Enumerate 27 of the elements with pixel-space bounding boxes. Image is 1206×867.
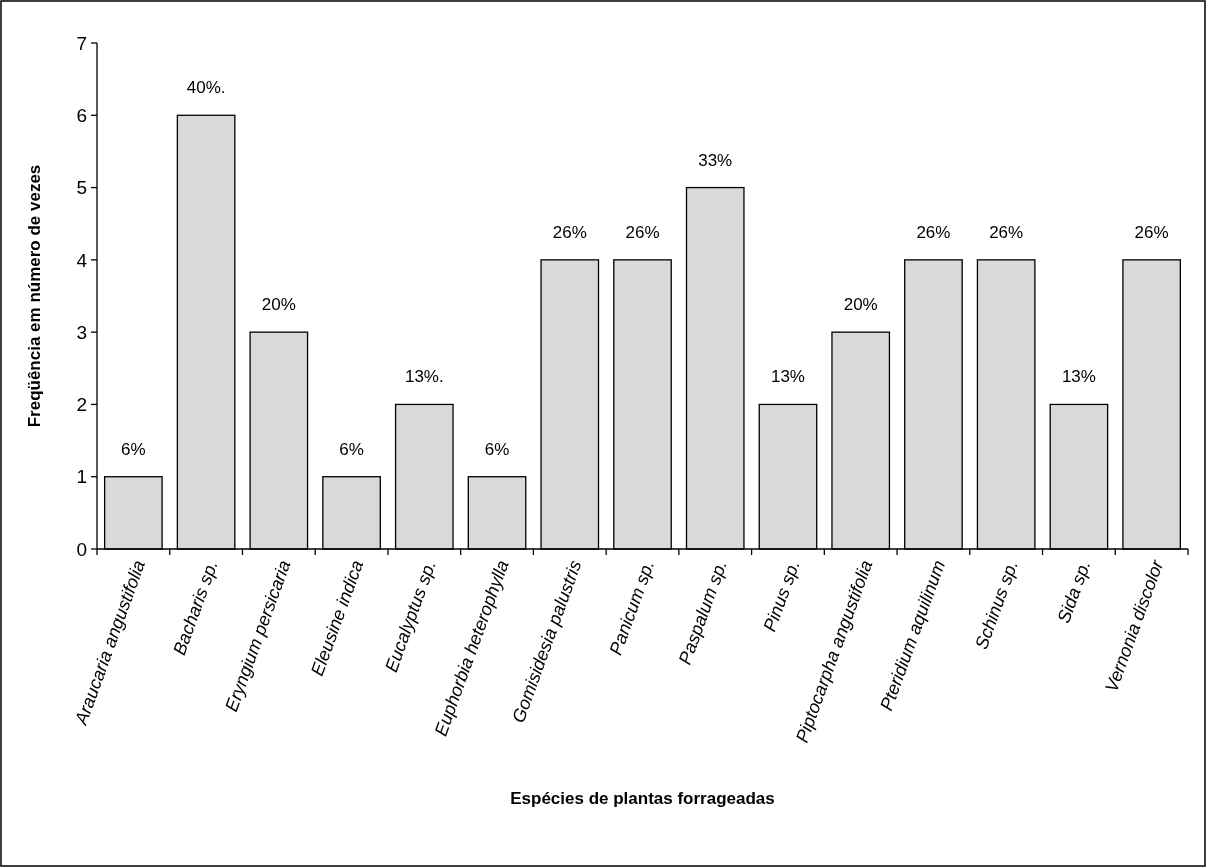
y-tick-label: 7	[76, 32, 87, 54]
annotation: 6%	[339, 439, 364, 459]
annotation: 26%	[989, 222, 1024, 242]
annotation: 20%	[261, 295, 296, 315]
y-tick-label: 0	[76, 538, 87, 560]
y-tick-label: 5	[76, 177, 87, 199]
annotation: 26%	[552, 222, 587, 242]
annotation: 20%	[843, 295, 878, 315]
annotation: 6%	[484, 439, 510, 459]
x-tick-label: Pinus sp.	[759, 557, 804, 635]
annotation: 26%	[625, 222, 660, 242]
annotation: 6%	[121, 439, 146, 459]
y-tick-label: 3	[76, 321, 87, 343]
annotation: 13%	[1061, 367, 1096, 387]
annotation: 26%	[1134, 222, 1169, 242]
annotation: 33%	[698, 150, 733, 170]
x-tick-label: Sida sp.	[1053, 557, 1095, 626]
x-axis-title: Espécies de plantas forrageadas	[510, 789, 775, 808]
annotation: 13%.	[404, 367, 444, 387]
y-tick-label: 6	[76, 104, 87, 126]
y-tick-label: 1	[76, 466, 87, 488]
y-axis-title: Freqüência em número de vezes	[25, 164, 44, 428]
annotation: 26%	[916, 222, 951, 242]
y-tick-label: 2	[76, 394, 87, 416]
annotation: 40%.	[186, 78, 226, 98]
annotation: 13%	[770, 367, 805, 387]
y-tick-label: 4	[76, 249, 88, 271]
